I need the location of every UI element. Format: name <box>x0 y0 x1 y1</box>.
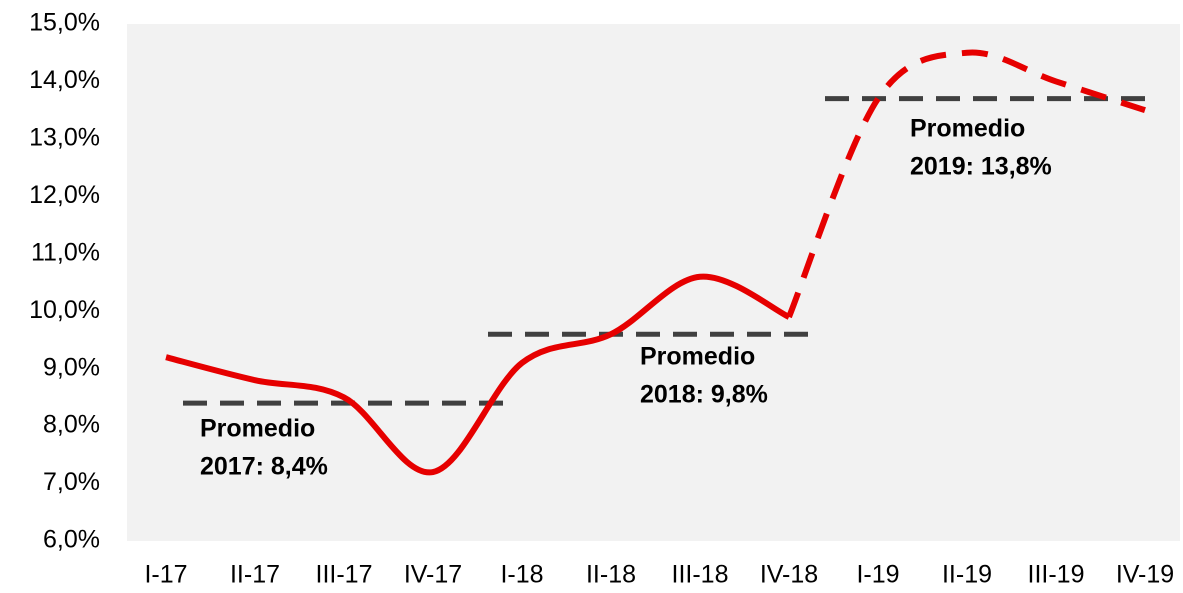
y-tick-label: 10,0% <box>29 296 100 324</box>
y-tick-label: 13,0% <box>29 123 100 151</box>
y-tick-label: 15,0% <box>29 9 100 37</box>
x-tick-label: IV-19 <box>1116 561 1174 589</box>
x-tick-label: I-17 <box>144 561 187 589</box>
x-tick-label: IV-17 <box>404 561 462 589</box>
x-tick-label: IV-18 <box>760 561 818 589</box>
y-tick-label: 6,0% <box>43 526 100 554</box>
x-tick-label: III-18 <box>672 561 729 589</box>
annotation: 2018: 9,8% <box>640 381 768 409</box>
plot-area <box>127 24 1180 541</box>
y-tick-label: 9,0% <box>43 353 100 381</box>
y-tick-label: 14,0% <box>29 66 100 94</box>
y-tick-label: 7,0% <box>43 468 100 496</box>
x-tick-label: I-18 <box>500 561 543 589</box>
x-tick-label: II-19 <box>942 561 992 589</box>
annotation: Promedio <box>640 343 755 371</box>
series-line <box>165 273 791 476</box>
y-tick-label: 12,0% <box>29 181 100 209</box>
y-tick-label: 11,0% <box>31 238 100 266</box>
x-tick-label: III-19 <box>1028 561 1085 589</box>
x-tick-label: III-17 <box>316 561 373 589</box>
x-tick-label: I-19 <box>856 561 899 589</box>
x-tick-label: II-17 <box>230 561 280 589</box>
annotation: 2017: 8,4% <box>200 453 328 481</box>
y-tick-label: 8,0% <box>43 411 100 439</box>
x-tick-label: II-18 <box>586 561 636 589</box>
annotation: Promedio <box>910 115 1025 143</box>
annotation: Promedio <box>200 415 315 443</box>
annotation: 2019: 13,8% <box>910 153 1052 181</box>
